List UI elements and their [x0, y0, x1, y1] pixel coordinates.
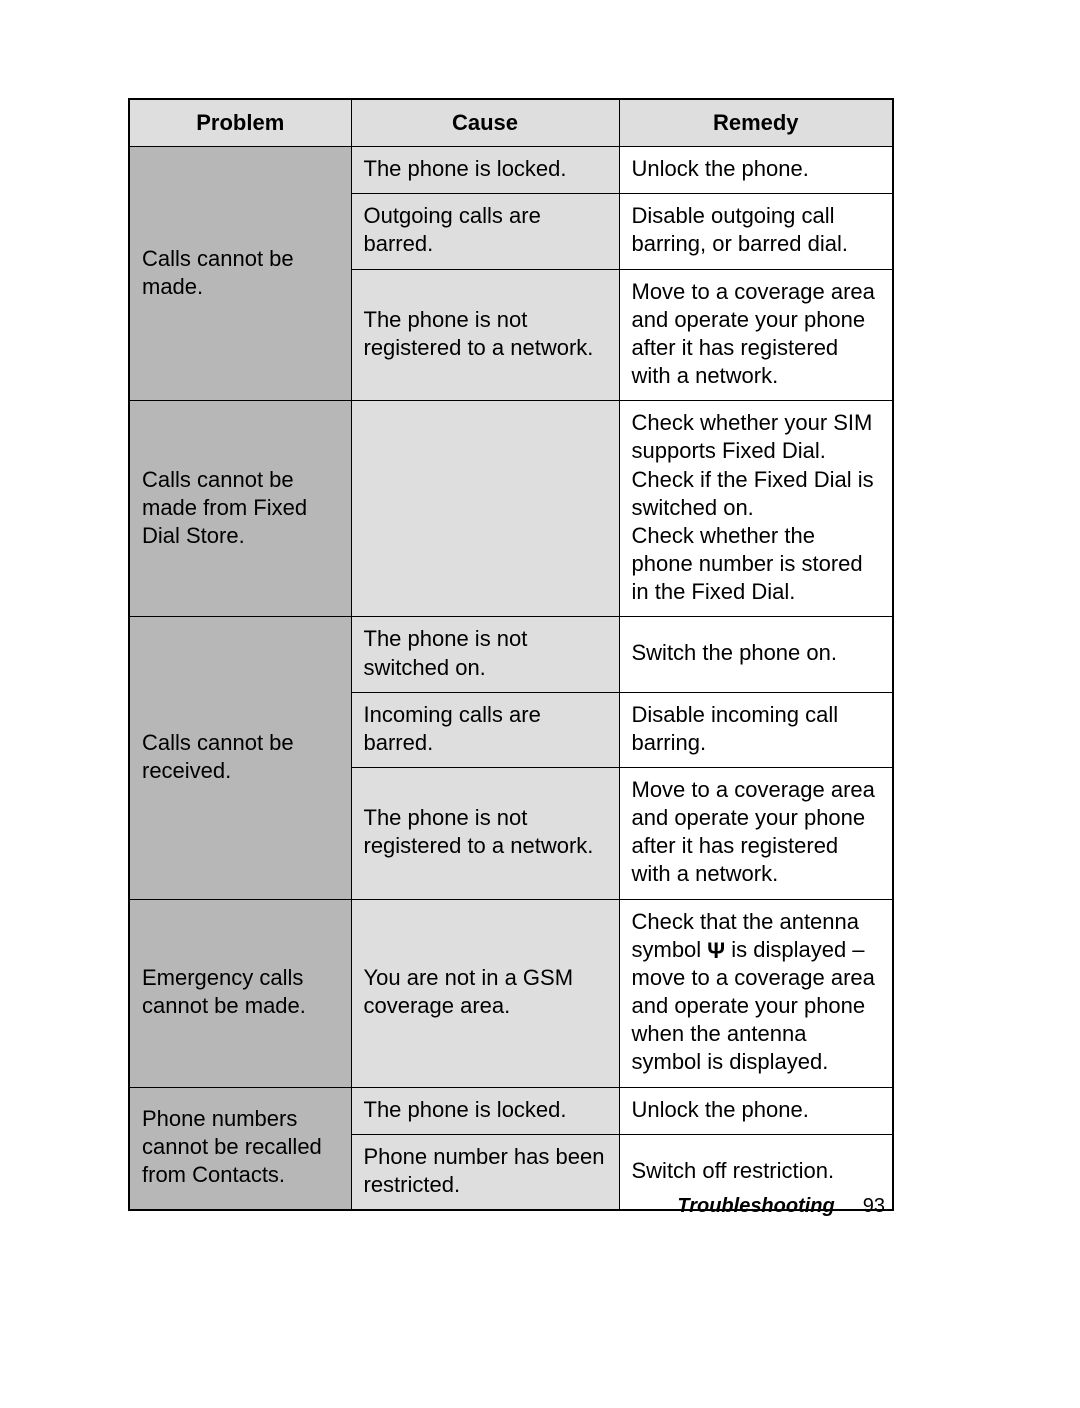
remedy-cell: Unlock the phone.: [619, 147, 893, 194]
problem-cell: Phone numbers cannot be recalled from Co…: [129, 1087, 351, 1210]
footer-page-number: 93: [863, 1195, 885, 1217]
table-row: Emergency calls cannot be made. You are …: [129, 899, 893, 1087]
problem-cell: Calls cannot be made from Fixed Dial Sto…: [129, 401, 351, 617]
problem-cell: Emergency calls cannot be made.: [129, 899, 351, 1087]
table-row: Calls cannot be received. The phone is n…: [129, 617, 893, 692]
remedy-cell: Unlock the phone.: [619, 1087, 893, 1134]
header-problem: Problem: [129, 99, 351, 147]
cause-cell: The phone is locked.: [351, 147, 619, 194]
table-row: Calls cannot be made. The phone is locke…: [129, 147, 893, 194]
remedy-cell: Disable incoming call barring.: [619, 692, 893, 767]
cause-cell: [351, 401, 619, 617]
cause-cell: Incoming calls are barred.: [351, 692, 619, 767]
remedy-text: Check if the Fixed Dial is switched on.: [632, 467, 874, 520]
remedy-text: Check whether your SIM supports Fixed Di…: [632, 410, 873, 463]
table-row: Phone numbers cannot be recalled from Co…: [129, 1087, 893, 1134]
cause-cell: The phone is locked.: [351, 1087, 619, 1134]
remedy-cell: Move to a coverage area and operate your…: [619, 767, 893, 899]
cause-cell: The phone is not registered to a network…: [351, 767, 619, 899]
troubleshooting-table: Problem Cause Remedy Calls cannot be mad…: [128, 98, 894, 1211]
page: Problem Cause Remedy Calls cannot be mad…: [0, 0, 1080, 1408]
remedy-cell: Check that the antenna symbol Ψ is displ…: [619, 899, 893, 1087]
remedy-cell: Check whether your SIM supports Fixed Di…: [619, 401, 893, 617]
cause-cell: The phone is not registered to a network…: [351, 269, 619, 401]
header-cause: Cause: [351, 99, 619, 147]
header-remedy: Remedy: [619, 99, 893, 147]
table-header-row: Problem Cause Remedy: [129, 99, 893, 147]
remedy-cell: Switch the phone on.: [619, 617, 893, 692]
remedy-cell: Disable outgoing call barring, or barred…: [619, 194, 893, 269]
cause-cell: The phone is not switched on.: [351, 617, 619, 692]
cause-cell: Outgoing calls are barred.: [351, 194, 619, 269]
page-footer: Troubleshooting 93: [0, 1195, 1080, 1218]
remedy-cell: Move to a coverage area and operate your…: [619, 269, 893, 401]
problem-cell: Calls cannot be received.: [129, 617, 351, 899]
footer-section-title: Troubleshooting: [677, 1195, 834, 1217]
antenna-icon: Ψ: [707, 940, 725, 962]
cause-cell: You are not in a GSM coverage area.: [351, 899, 619, 1087]
table-row: Calls cannot be made from Fixed Dial Sto…: [129, 401, 893, 617]
remedy-text: Check whether the phone number is stored…: [632, 523, 863, 604]
problem-cell: Calls cannot be made.: [129, 147, 351, 401]
